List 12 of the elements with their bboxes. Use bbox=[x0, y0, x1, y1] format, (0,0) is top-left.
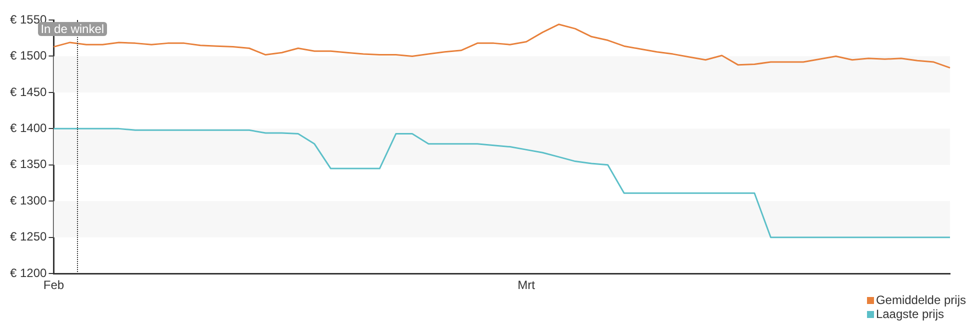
x-tick-label: Mrt bbox=[518, 278, 536, 292]
y-tick-label: € 1250 bbox=[10, 230, 48, 244]
x-tick-label: Feb bbox=[43, 278, 64, 292]
y-tick-label: € 1450 bbox=[10, 84, 48, 99]
y-tick-label: € 1200 bbox=[10, 266, 48, 280]
legend-label: Gemiddelde prijs bbox=[876, 293, 966, 307]
annotation: In de winkel bbox=[38, 22, 108, 36]
y-tick-label: € 1500 bbox=[10, 48, 48, 63]
y-tick-label: € 1350 bbox=[10, 157, 48, 172]
legend-label: Laagste prijs bbox=[876, 307, 944, 321]
y-tick-label: € 1400 bbox=[10, 121, 48, 135]
y-tick-label: € 1300 bbox=[10, 193, 48, 208]
